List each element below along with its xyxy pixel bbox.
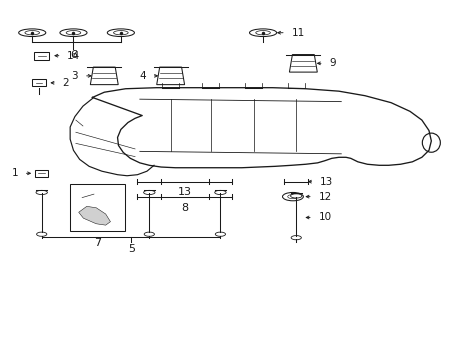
Ellipse shape xyxy=(107,29,135,37)
Ellipse shape xyxy=(144,190,155,195)
Ellipse shape xyxy=(36,190,47,195)
Text: 6: 6 xyxy=(70,50,77,60)
Text: 13: 13 xyxy=(178,187,192,197)
Ellipse shape xyxy=(249,29,277,37)
Text: 12: 12 xyxy=(319,192,332,201)
Ellipse shape xyxy=(291,236,301,240)
Text: 1: 1 xyxy=(11,168,18,178)
Text: 3: 3 xyxy=(72,71,78,81)
Ellipse shape xyxy=(215,232,226,236)
Text: 14: 14 xyxy=(67,51,81,61)
Ellipse shape xyxy=(36,232,47,236)
Bar xyxy=(70,184,125,231)
Text: 9: 9 xyxy=(329,58,336,68)
Ellipse shape xyxy=(144,232,155,236)
Text: 13: 13 xyxy=(320,177,333,187)
Text: 4: 4 xyxy=(139,71,146,81)
Text: 7: 7 xyxy=(93,238,101,248)
Text: 10: 10 xyxy=(319,213,332,222)
Ellipse shape xyxy=(422,133,440,152)
Ellipse shape xyxy=(283,192,303,201)
Polygon shape xyxy=(91,67,118,85)
Polygon shape xyxy=(79,206,110,225)
Polygon shape xyxy=(157,67,184,85)
Ellipse shape xyxy=(215,190,226,195)
Text: 11: 11 xyxy=(292,28,305,38)
Ellipse shape xyxy=(18,29,46,37)
Ellipse shape xyxy=(60,29,87,37)
Text: 5: 5 xyxy=(128,244,135,254)
Bar xyxy=(35,170,48,177)
Bar xyxy=(34,52,49,60)
Ellipse shape xyxy=(291,194,302,198)
Text: 2: 2 xyxy=(63,78,69,88)
Text: 8: 8 xyxy=(181,203,189,213)
Bar xyxy=(32,79,46,86)
Polygon shape xyxy=(290,55,317,72)
